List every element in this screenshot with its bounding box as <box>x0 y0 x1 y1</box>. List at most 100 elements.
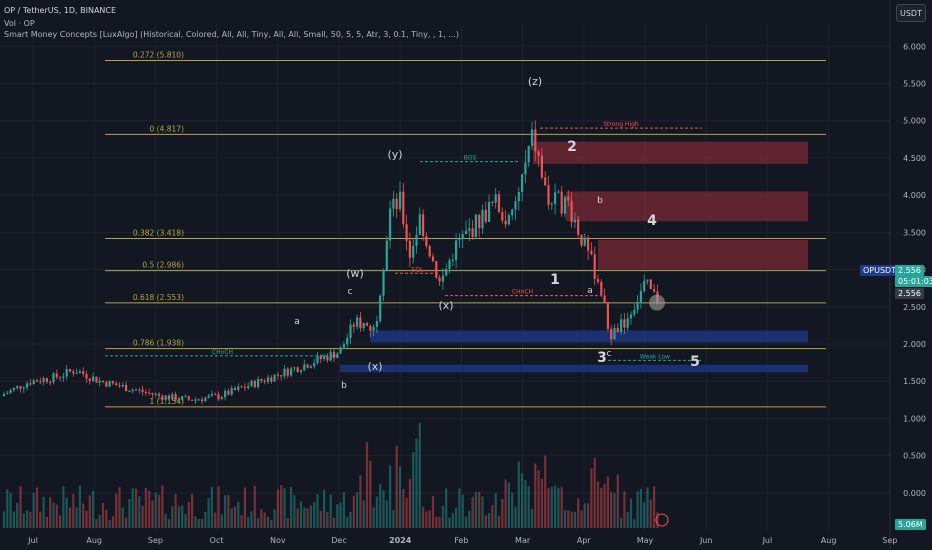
volume-bar <box>75 507 78 528</box>
candle <box>270 377 273 382</box>
candle <box>184 396 187 398</box>
structure-marks: CHoCH BOS CHoCH EQL Strong High Weak Low <box>105 121 702 527</box>
candle <box>560 191 563 214</box>
volume-bar <box>204 511 207 528</box>
candle <box>49 381 52 383</box>
candle <box>418 214 421 235</box>
candle <box>303 364 306 371</box>
volume-bar <box>636 491 639 528</box>
volume-bar <box>9 492 12 528</box>
candle <box>32 380 35 385</box>
volume-bar <box>49 497 52 528</box>
candle <box>379 295 382 321</box>
wave-label: (x) <box>438 299 453 312</box>
volume-bar <box>210 486 213 528</box>
candle <box>610 328 613 340</box>
volume-bar <box>504 479 507 528</box>
volume-bar <box>550 486 553 528</box>
volume-bar <box>45 516 48 528</box>
candle <box>82 371 85 375</box>
candle <box>78 371 81 374</box>
candle <box>623 319 626 328</box>
time-tick: Jul <box>27 536 38 545</box>
candle <box>45 378 48 382</box>
volume-tag: 5.06M <box>895 519 926 530</box>
candle <box>286 368 289 376</box>
volume-bar <box>356 492 359 528</box>
fib-label: 0.5 (2.986) <box>142 261 184 270</box>
volume-bar <box>290 486 293 528</box>
volume-bar <box>461 494 464 528</box>
candle <box>227 390 230 395</box>
candle <box>646 279 649 281</box>
volume-bar <box>441 505 444 528</box>
volume-bar <box>125 517 128 528</box>
volume-bar <box>217 486 220 528</box>
structure-label: CHoCH <box>512 289 533 296</box>
candle <box>101 380 105 382</box>
volume-bar <box>273 509 276 528</box>
volume-bar <box>620 517 623 528</box>
candle <box>194 399 197 401</box>
zone <box>340 364 808 373</box>
volume-bar <box>534 463 537 528</box>
candle <box>445 269 448 276</box>
volume-bar <box>26 510 29 528</box>
candle <box>438 277 441 282</box>
candle <box>484 209 487 222</box>
time-tick: Sep <box>148 536 163 545</box>
volume-bar <box>115 493 118 528</box>
candle <box>593 254 596 280</box>
candle <box>257 379 260 388</box>
candle <box>422 214 425 237</box>
volume-bar <box>276 489 279 528</box>
candle <box>131 389 134 392</box>
wave-label: (x) <box>367 360 382 373</box>
volume-bar <box>339 502 342 528</box>
candle <box>455 240 458 260</box>
volume-bar <box>610 491 613 528</box>
volume-bar <box>458 488 461 528</box>
time-tick: Sep <box>882 536 897 545</box>
candle <box>507 215 510 225</box>
candle <box>537 151 540 156</box>
candle <box>504 220 507 225</box>
fib-label: 1 (1.154) <box>150 397 185 406</box>
volume-bar <box>593 458 596 528</box>
currency-button[interactable]: USDT <box>896 4 926 22</box>
candle <box>464 230 468 235</box>
volume-bar <box>471 496 474 528</box>
volume-bar <box>352 495 355 528</box>
candle <box>554 192 557 204</box>
candle <box>197 399 200 401</box>
volume-bar <box>600 487 603 528</box>
volume-bar <box>359 475 362 528</box>
volume-bar <box>151 500 154 528</box>
candle <box>613 327 616 340</box>
candle <box>151 393 154 395</box>
wave-label: c <box>348 287 353 297</box>
volume-bar <box>646 487 649 528</box>
volume-bar <box>247 516 250 528</box>
candle <box>167 395 171 400</box>
volume-bar <box>6 489 9 528</box>
candle <box>458 239 461 241</box>
candle <box>474 214 477 237</box>
volume-bar <box>412 452 415 528</box>
candle <box>577 219 580 235</box>
candle <box>514 201 517 210</box>
volume-bar <box>283 488 286 528</box>
volume-bar <box>501 499 504 528</box>
volume-bar <box>329 494 332 528</box>
volume-bar <box>613 493 616 528</box>
candle <box>220 397 223 400</box>
volume-bar <box>573 511 576 528</box>
order-block-zones <box>340 141 808 373</box>
candle <box>415 234 418 246</box>
volume-bar <box>138 496 141 528</box>
volume-bar <box>474 492 477 528</box>
price-tick: 5.000 <box>903 117 926 126</box>
candle <box>309 366 312 368</box>
candle <box>570 200 573 223</box>
